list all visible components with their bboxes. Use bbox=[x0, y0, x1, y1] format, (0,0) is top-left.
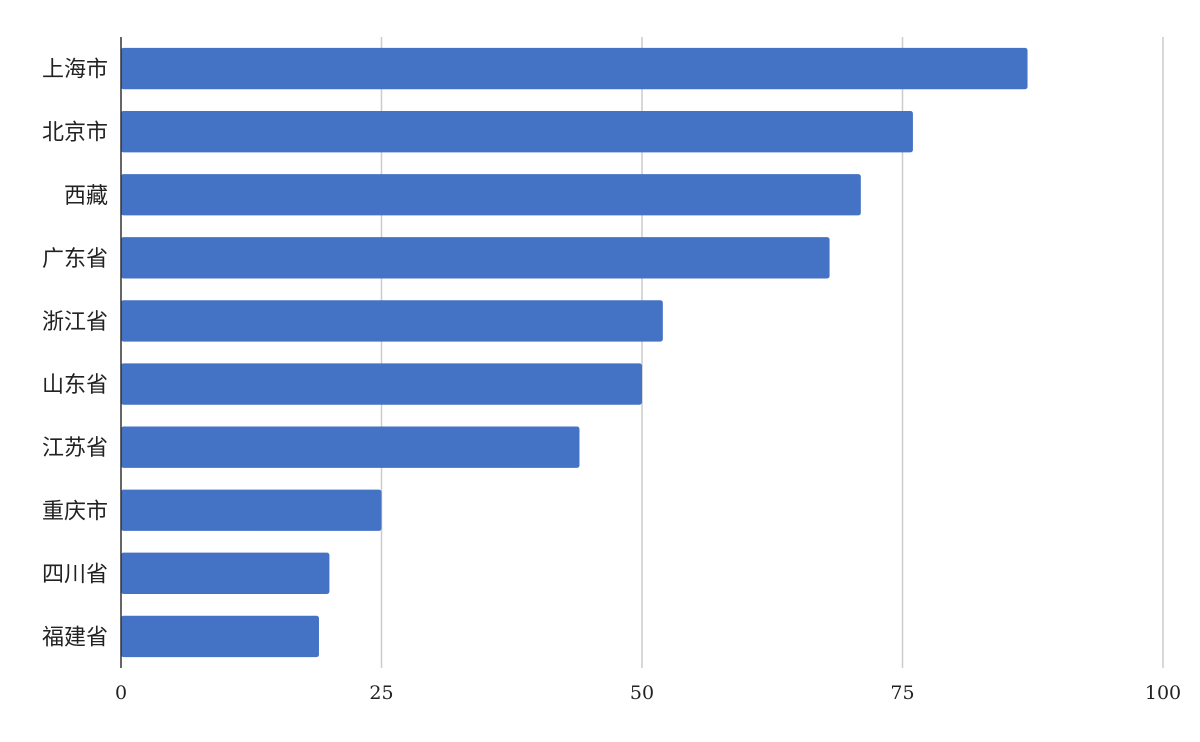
y-category-label: 广东省 bbox=[42, 247, 108, 272]
bars bbox=[121, 47, 1028, 658]
x-tick-label-0: 0 bbox=[115, 682, 127, 704]
x-tick-label-25: 25 bbox=[369, 682, 393, 704]
bar-西藏 bbox=[121, 174, 861, 216]
y-category-label: 江苏省 bbox=[42, 436, 108, 461]
y-category-label: 四川省 bbox=[42, 562, 108, 587]
y-category-label: 山东省 bbox=[42, 373, 108, 398]
x-tick-label-50: 50 bbox=[630, 682, 654, 704]
bar-四川省 bbox=[121, 552, 330, 595]
bar-北京市 bbox=[121, 110, 913, 153]
bar-江苏省 bbox=[121, 426, 580, 468]
bar-重庆市 bbox=[121, 489, 382, 531]
x-tick-label-75: 75 bbox=[890, 682, 914, 704]
bar-山东省 bbox=[121, 363, 642, 405]
y-category-label: 北京市 bbox=[42, 121, 108, 146]
x-tick-label-100: 100 bbox=[1145, 682, 1181, 704]
bar-广东省 bbox=[121, 237, 830, 279]
y-category-label: 西藏 bbox=[64, 184, 108, 209]
bar-上海市 bbox=[121, 47, 1028, 90]
y-category-label: 重庆市 bbox=[42, 499, 108, 524]
y-category-label: 福建省 bbox=[42, 625, 108, 650]
bar-福建省 bbox=[121, 615, 319, 658]
y-category-label: 上海市 bbox=[42, 58, 108, 83]
bar-浙江省 bbox=[121, 300, 663, 342]
y-category-label: 浙江省 bbox=[42, 310, 108, 335]
